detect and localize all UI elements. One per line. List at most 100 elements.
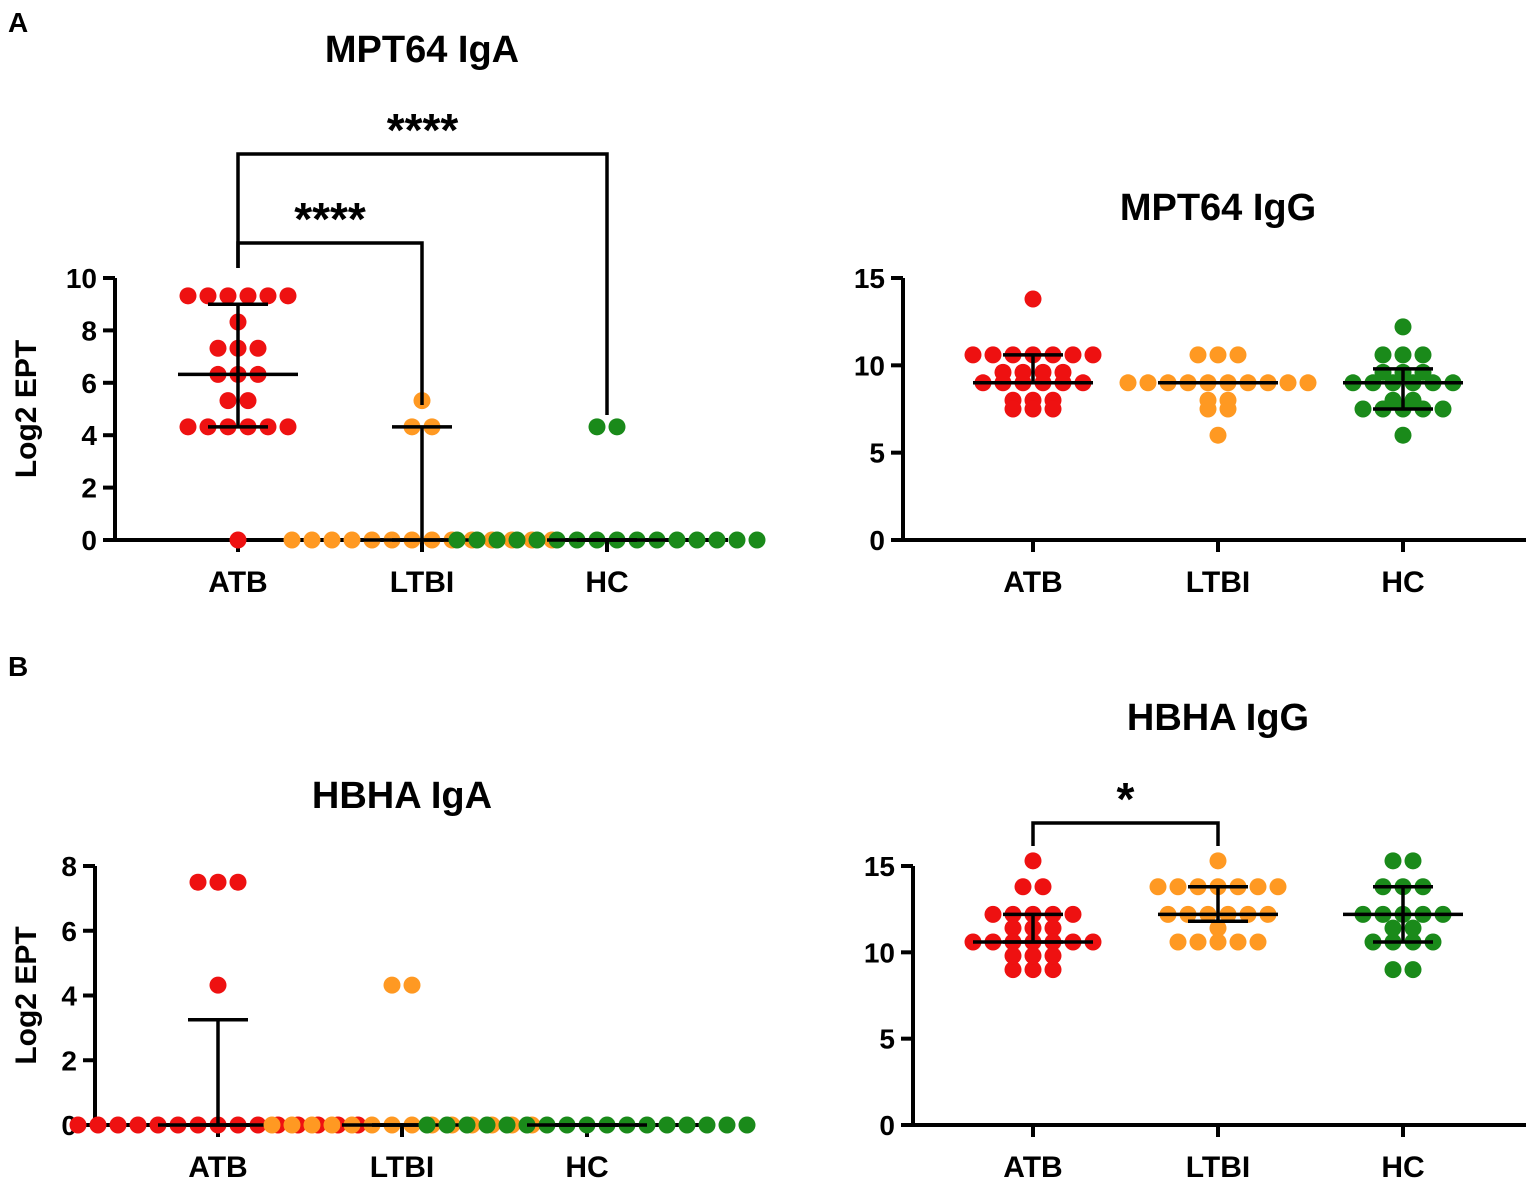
y-tick-label: 10 xyxy=(864,937,895,968)
y-tick-label: 0 xyxy=(81,525,97,556)
ltbi-group xyxy=(1119,346,1317,444)
data-point xyxy=(608,418,626,436)
mpt64-iga-chart: MPT64 IgA Log2 EPT 0 2 4 6 8 10 ATB LTBI HC **** ***… xyxy=(10,29,766,599)
data-point xyxy=(1404,919,1422,937)
data-point xyxy=(1384,961,1402,979)
data-point xyxy=(1024,947,1042,965)
y-tick-label: 5 xyxy=(869,438,885,469)
x-tick-label: ATB xyxy=(188,1151,247,1184)
y-tick-label: 8 xyxy=(61,851,77,882)
y-tick-label: 4 xyxy=(81,420,97,451)
hc-group xyxy=(418,1116,756,1134)
data-point xyxy=(229,873,247,891)
data-point xyxy=(239,287,257,305)
data-point xyxy=(129,1116,147,1134)
data-point xyxy=(283,1116,301,1134)
data-point xyxy=(303,1116,321,1134)
data-point xyxy=(1119,374,1137,392)
data-point xyxy=(508,531,526,549)
data-point xyxy=(249,339,267,357)
data-point xyxy=(748,531,766,549)
atb-group xyxy=(964,290,1102,418)
data-point xyxy=(1044,919,1062,937)
data-point xyxy=(1044,947,1062,965)
data-point xyxy=(1024,400,1042,418)
y-tick-label: 2 xyxy=(81,473,97,504)
chart-title: HBHA IgA xyxy=(312,775,492,817)
data-point xyxy=(109,1116,127,1134)
data-point xyxy=(528,531,546,549)
data-point xyxy=(1404,852,1422,870)
data-point xyxy=(964,346,982,364)
data-point xyxy=(179,418,197,436)
ltbi-group xyxy=(263,976,541,1134)
data-point xyxy=(403,976,421,994)
chart-title: MPT64 IgA xyxy=(325,29,519,71)
y-tick-label: 0 xyxy=(879,1110,895,1141)
data-point xyxy=(1054,363,1072,381)
data-point xyxy=(658,1116,676,1134)
data-point xyxy=(209,873,227,891)
significance-label: **** xyxy=(387,104,459,156)
chart-title: MPT64 IgG xyxy=(1120,187,1316,229)
data-point xyxy=(1169,933,1187,951)
data-point xyxy=(219,392,237,410)
y-tick-label: 0 xyxy=(61,1110,77,1141)
data-point xyxy=(1434,400,1452,418)
y-tick-label: 6 xyxy=(81,368,97,399)
data-point xyxy=(718,1116,736,1134)
bracket-line xyxy=(236,152,609,415)
y-tick-label: 2 xyxy=(61,1045,77,1076)
y-tick-label: 4 xyxy=(61,981,77,1012)
mpt64-igg-chart: MPT64 IgG 0 5 10 15 ATB LTBI HC xyxy=(854,187,1526,599)
data-point xyxy=(1209,852,1227,870)
data-point xyxy=(1414,363,1432,381)
y-tick-label: 6 xyxy=(61,916,77,947)
x-tick-label: HC xyxy=(1381,566,1424,599)
data-point xyxy=(323,531,341,549)
hc-group xyxy=(1343,318,1463,444)
data-point xyxy=(279,287,297,305)
y-tick-label: 10 xyxy=(66,263,97,294)
data-point xyxy=(179,287,197,305)
x-tick-label: LTBI xyxy=(390,566,454,599)
data-point xyxy=(984,905,1002,923)
hc-group xyxy=(448,418,766,549)
data-point xyxy=(383,976,401,994)
data-point xyxy=(984,346,1002,364)
data-point xyxy=(1394,318,1412,336)
hbha-igg-chart: HBHA IgG 0 5 10 15 ATB LTBI HC * xyxy=(864,697,1526,1184)
data-point xyxy=(488,531,506,549)
data-point xyxy=(1189,933,1207,951)
data-point xyxy=(1219,400,1237,418)
data-point xyxy=(1374,346,1392,364)
y-axis-label: Log2 EPT xyxy=(10,926,43,1064)
data-point xyxy=(698,1116,716,1134)
data-point xyxy=(189,873,207,891)
data-point xyxy=(468,531,486,549)
x-tick-label: ATB xyxy=(1003,1151,1062,1184)
data-point xyxy=(69,1116,87,1134)
data-point xyxy=(1269,878,1287,896)
data-point xyxy=(1034,878,1052,896)
data-point xyxy=(438,1116,456,1134)
data-point xyxy=(1014,363,1032,381)
panel-label-b: B xyxy=(8,651,28,682)
data-point xyxy=(263,1116,281,1134)
y-tick-label: 8 xyxy=(81,315,97,346)
data-point xyxy=(1169,878,1187,896)
data-point xyxy=(1374,363,1392,381)
y-tick-label: 10 xyxy=(854,350,885,381)
data-point xyxy=(1394,426,1412,444)
y-tick-label: 15 xyxy=(854,263,885,294)
data-point xyxy=(448,531,466,549)
data-point xyxy=(1414,346,1432,364)
data-point xyxy=(1384,919,1402,937)
x-tick-label: ATB xyxy=(208,566,267,599)
data-point xyxy=(1229,346,1247,364)
x-tick-label: HC xyxy=(565,1151,608,1184)
data-point xyxy=(678,1116,696,1134)
data-point xyxy=(323,1116,341,1134)
